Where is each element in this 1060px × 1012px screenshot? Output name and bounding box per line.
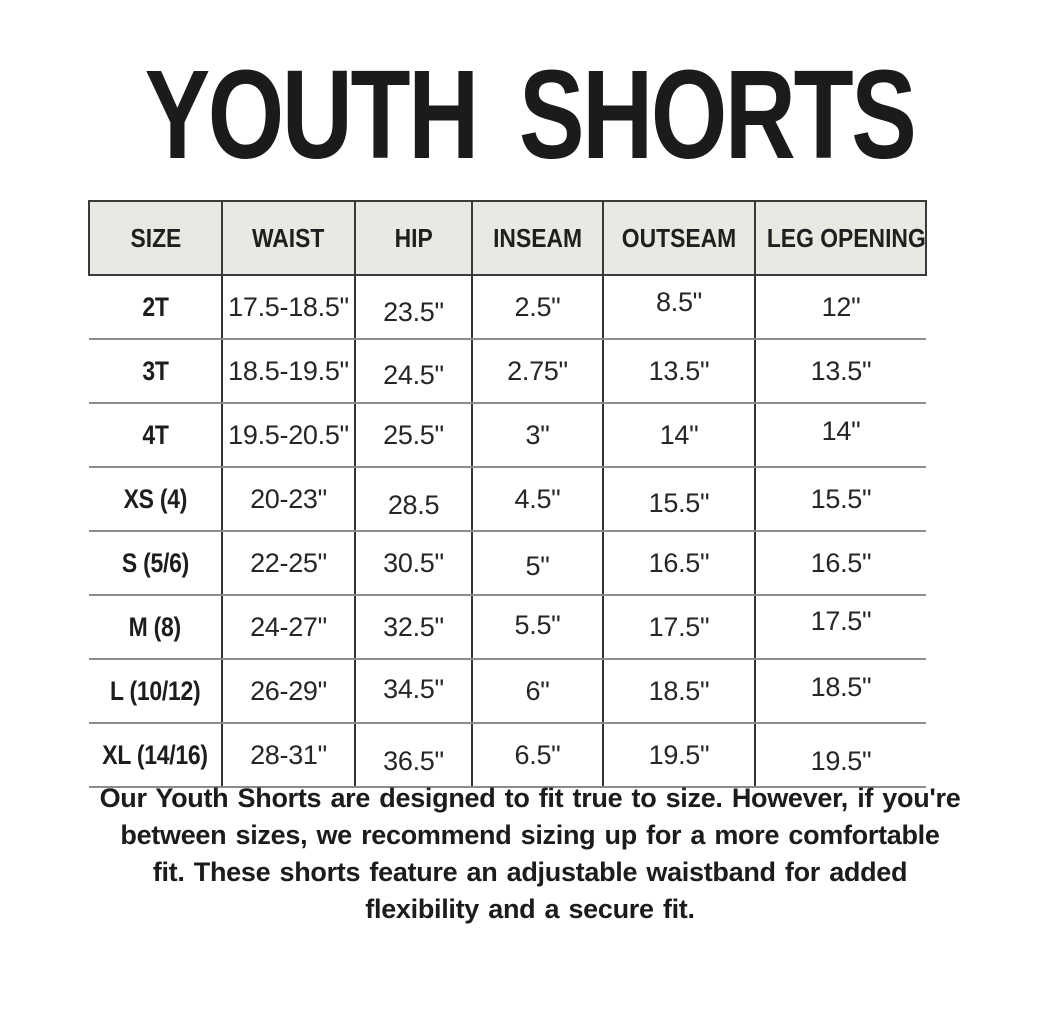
table-row: S (5/6) 22-25" 30.5" 5" 16.5" 16.5": [89, 531, 926, 596]
table-row: M (8) 24-27" 32.5" 5.5" 17.5" 17.5": [89, 595, 926, 660]
measurement-cell: 6.5": [471, 723, 603, 788]
measurement-cell: 15.5": [602, 467, 755, 532]
measurement-cell: 6": [471, 659, 603, 724]
column-header-hip: HIP: [354, 200, 473, 276]
measurement-cell: 32.5": [354, 595, 472, 660]
measurement-cell: 36.5": [354, 723, 472, 788]
fit-note-line: Our Youth Shorts are designed to fit tru…: [99, 783, 961, 813]
measurement-cell: 13.5": [754, 339, 926, 404]
column-header-outseam-label: OUTSEAM: [621, 222, 737, 253]
size-label-cell: 2T: [89, 275, 222, 340]
measurement-cell: 15.5": [754, 467, 926, 532]
measurement-cell: 8.5": [602, 275, 755, 340]
column-header-size: SIZE: [88, 200, 223, 276]
measurement-cell: 25.5": [354, 403, 472, 468]
measurement-cell: 18.5": [602, 659, 755, 724]
measurement-cell: 16.5": [754, 531, 926, 596]
measurement-cell: 18.5": [754, 659, 926, 724]
measurement-cell: 22-25": [221, 531, 355, 596]
measurement-cell: 19.5": [754, 723, 926, 788]
column-header-inseam: INSEAM: [471, 200, 604, 276]
measurement-cell: 23.5": [354, 275, 472, 340]
measurement-cell: 30.5": [354, 531, 472, 596]
size-chart-table: SIZE WAIST HIP INSEAM OUTSEAM LEG OPENIN…: [88, 200, 927, 788]
table-row: XL (14/16) 28-31" 36.5" 6.5" 19.5" 19.5": [89, 723, 926, 788]
size-label-cell: L (10/12): [89, 659, 222, 724]
measurement-cell: 14": [602, 403, 755, 468]
measurement-cell: 14": [754, 403, 926, 468]
measurement-cell: 26-29": [221, 659, 355, 724]
column-header-inseam-label: INSEAM: [493, 222, 582, 253]
table-row: 3T 18.5-19.5" 24.5" 2.75" 13.5" 13.5": [89, 339, 926, 404]
size-label-cell: S (5/6): [89, 531, 222, 596]
size-label-cell: 4T: [89, 403, 222, 468]
fit-note: Our Youth Shorts are designed to fit tru…: [0, 780, 1060, 928]
measurement-cell: 24-27": [221, 595, 355, 660]
fit-note-line: flexibility and a secure fit.: [365, 894, 695, 924]
column-header-waist: WAIST: [221, 200, 356, 276]
page-title-text: YOUTH SHORTS: [145, 44, 917, 185]
column-header-outseam: OUTSEAM: [602, 200, 756, 276]
measurement-cell: 28.5: [354, 467, 472, 532]
measurement-cell: 16.5": [602, 531, 755, 596]
measurement-cell: 17.5": [602, 595, 755, 660]
measurement-cell: 19.5": [602, 723, 755, 788]
measurement-cell: 13.5": [602, 339, 755, 404]
measurement-cell: 4.5": [471, 467, 603, 532]
measurement-cell: 20-23": [221, 467, 355, 532]
measurement-cell: 17.5-18.5": [221, 275, 355, 340]
column-header-size-label: SIZE: [130, 222, 181, 253]
size-label-cell: 3T: [89, 339, 222, 404]
column-header-leg-opening-label: LEG OPENING: [766, 222, 926, 253]
fit-note-line: fit. These shorts feature an adjustable …: [152, 857, 908, 887]
measurement-cell: 5.5": [471, 595, 603, 660]
header-row: SIZE WAIST HIP INSEAM OUTSEAM LEG OPENIN…: [88, 200, 927, 276]
size-label-cell: XS (4): [89, 467, 222, 532]
measurement-cell: 2.75": [471, 339, 603, 404]
table-row: XS (4) 20-23" 28.5 4.5" 15.5" 15.5": [89, 467, 926, 532]
measurement-cell: 19.5-20.5": [221, 403, 355, 468]
size-label-cell: XL (14/16): [89, 723, 222, 788]
measurement-cell: 18.5-19.5": [221, 339, 355, 404]
measurement-cell: 3": [471, 403, 603, 468]
measurement-cell: 34.5": [354, 659, 472, 724]
measurement-cell: 17.5": [754, 595, 926, 660]
measurement-cell: 5": [471, 531, 603, 596]
measurement-cell: 2.5": [471, 275, 603, 340]
size-label-cell: M (8): [89, 595, 222, 660]
measurement-cell: 28-31": [221, 723, 355, 788]
column-header-leg-opening: LEG OPENING: [754, 200, 927, 276]
fit-note-line: between sizes, we recommend sizing up fo…: [120, 820, 940, 850]
table-row: 4T 19.5-20.5" 25.5" 3" 14" 14": [89, 403, 926, 468]
column-header-waist-label: WAIST: [252, 222, 325, 253]
measurement-cell: 24.5": [354, 339, 472, 404]
table-row: L (10/12) 26-29" 34.5" 6" 18.5" 18.5": [89, 659, 926, 724]
page-title: YOUTH SHORTS: [0, 52, 1060, 178]
column-header-hip-label: HIP: [394, 222, 433, 253]
table-row: 2T 17.5-18.5" 23.5" 2.5" 8.5" 12": [89, 275, 926, 340]
measurement-cell: 12": [754, 275, 926, 340]
